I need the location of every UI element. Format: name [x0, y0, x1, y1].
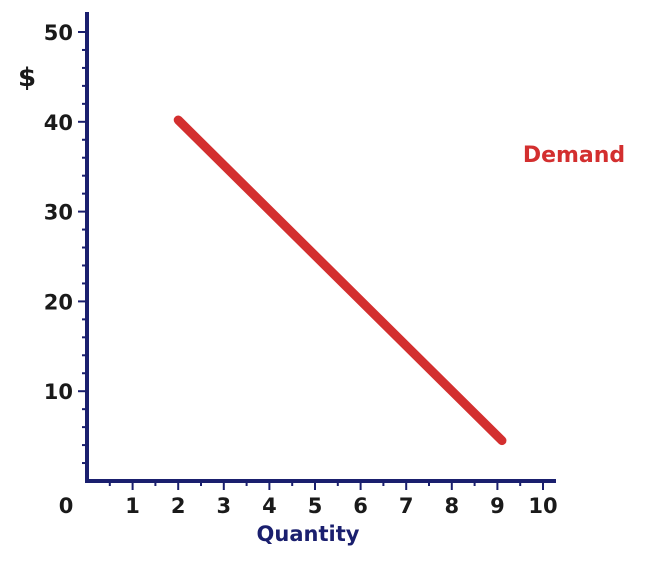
x-tick-label: 4 [262, 494, 277, 518]
y-tick-label: 20 [44, 290, 73, 314]
y-tick-label: 30 [44, 201, 73, 225]
y-tick-label: 40 [44, 111, 73, 135]
x-tick-label: 3 [216, 494, 231, 518]
x-tick-label: 10 [528, 494, 557, 518]
x-tick-label: 9 [490, 494, 505, 518]
x-tick-label: 8 [444, 494, 459, 518]
demand-line [173, 115, 507, 446]
x-axis-ticks: 1 2 3 4 5 6 7 8 9 10 [108, 481, 558, 518]
x-tick-label: 1 [125, 494, 140, 518]
series-layer [173, 115, 507, 446]
x-tick-label: 7 [399, 494, 414, 518]
y-axis-ticks: 10 20 30 40 50 [44, 21, 87, 465]
x-tick-label: 5 [308, 494, 323, 518]
x-axis-title: Quantity [257, 522, 360, 546]
origin-label: 0 [59, 494, 74, 518]
x-tick-label: 6 [353, 494, 368, 518]
y-tick-label: 50 [44, 21, 73, 45]
demand-series-label: Demand [523, 143, 625, 168]
y-tick-label: 10 [44, 380, 73, 404]
x-tick-label: 2 [171, 494, 186, 518]
y-axis-title: $ [18, 63, 36, 93]
